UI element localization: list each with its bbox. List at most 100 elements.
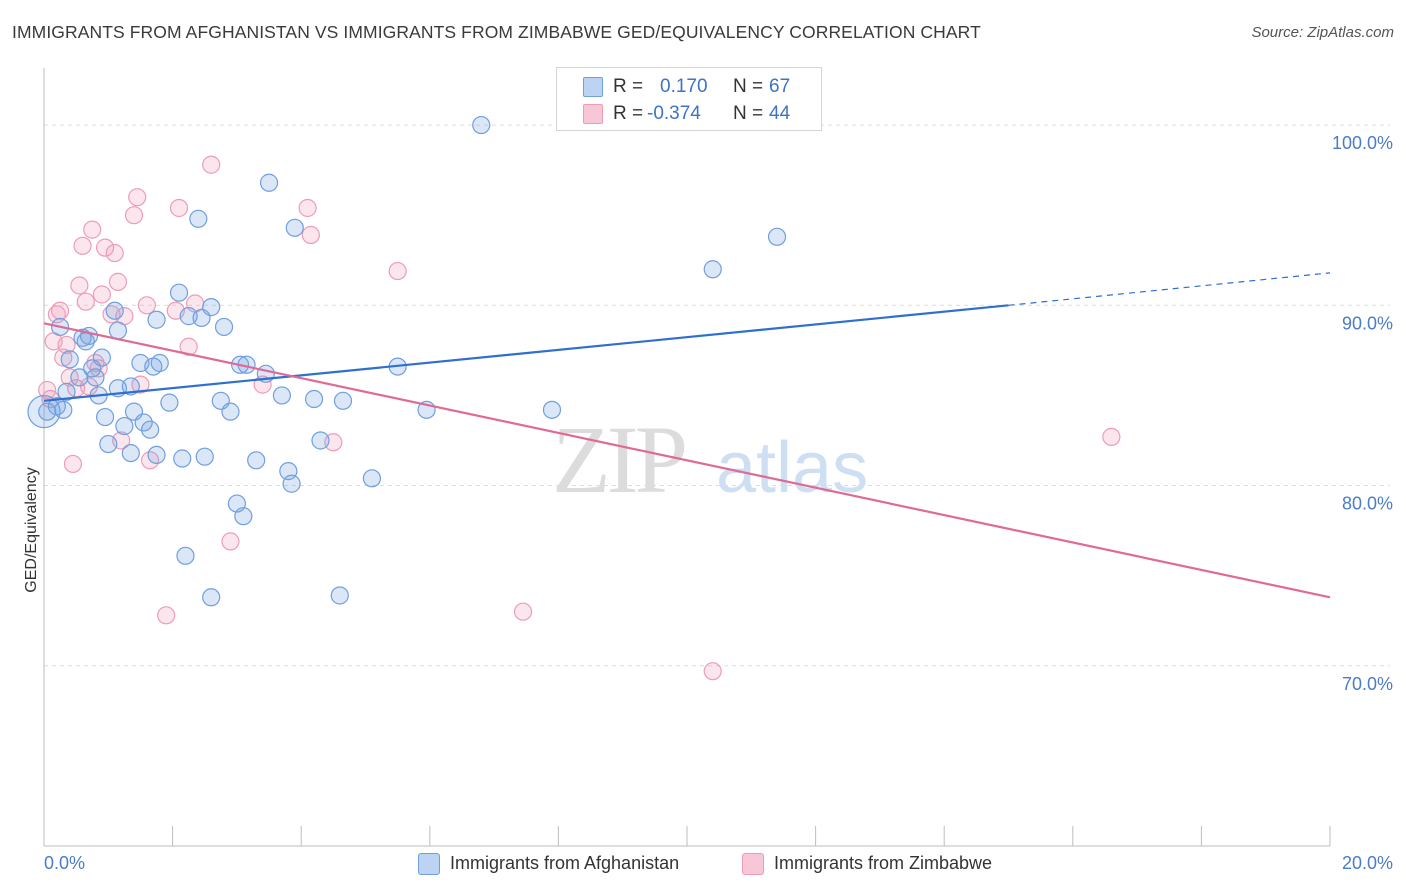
data-point-afghanistan <box>311 431 330 450</box>
data-point-afghanistan <box>542 400 562 419</box>
data-point-afghanistan <box>176 546 195 565</box>
data-point-zimbabwe <box>108 272 128 291</box>
legend-r-value: -0.374 <box>647 103 701 124</box>
data-point-afghanistan <box>169 283 189 302</box>
data-point-afghanistan <box>202 588 221 607</box>
data-point-afghanistan <box>60 350 79 369</box>
data-point-afghanistan <box>221 402 240 421</box>
data-point-afghanistan <box>95 407 115 427</box>
data-point-zimbabwe <box>70 276 89 295</box>
legend-r-label: R = <box>613 76 644 97</box>
data-point-zimbabwe <box>83 220 102 239</box>
data-point-zimbabwe <box>124 206 144 225</box>
data-point-afghanistan <box>282 474 301 493</box>
data-point-zimbabwe <box>388 261 407 281</box>
y-axis-label: GED/Equivalency <box>23 467 40 592</box>
data-point-zimbabwe <box>95 238 115 257</box>
y-tick-label: 90.0% <box>1342 313 1393 333</box>
data-point-afghanistan <box>472 115 491 135</box>
data-point-afghanistan <box>272 386 292 405</box>
watermark-zip: ZIP <box>552 406 685 513</box>
legend-n-value: 44 <box>769 103 791 124</box>
series-afghanistan-points <box>27 115 787 607</box>
data-point-afghanistan <box>54 400 73 419</box>
legend-swatch-zimbabwe <box>583 104 603 124</box>
data-point-afghanistan <box>121 377 140 396</box>
data-point-afghanistan <box>92 348 111 367</box>
data-point-zimbabwe <box>137 296 156 315</box>
legend-r-label: R = <box>613 103 644 124</box>
data-point-afghanistan <box>57 382 76 401</box>
data-point-zimbabwe <box>105 243 124 263</box>
data-point-afghanistan <box>333 391 353 410</box>
data-point-zimbabwe <box>298 198 317 218</box>
y-tick-label: 80.0% <box>1342 494 1393 514</box>
data-point-zimbabwe <box>1102 427 1121 446</box>
data-point-zimbabwe <box>221 532 240 551</box>
legend-swatch-afghanistan <box>583 77 603 97</box>
data-point-zimbabwe <box>92 285 111 304</box>
y-tick-label: 100.0% <box>1332 133 1393 153</box>
source-label: Source: ZipAtlas.com <box>1251 24 1394 41</box>
chart-title: IMMIGRANTS FROM AFGHANISTAN VS IMMIGRANT… <box>12 22 981 42</box>
data-point-afghanistan <box>79 326 99 346</box>
stats-legend: R = 0.170 N = 67 R = -0.374 N = 44 <box>556 67 822 131</box>
watermark-atlas: atlas <box>716 428 868 508</box>
x-tick-label: 0.0% <box>44 853 85 873</box>
data-point-afghanistan <box>160 393 179 412</box>
data-point-afghanistan <box>27 395 61 429</box>
data-point-zimbabwe <box>513 602 533 621</box>
data-point-afghanistan <box>259 173 279 192</box>
data-point-zimbabwe <box>76 292 95 311</box>
data-point-afghanistan <box>202 298 221 317</box>
data-point-afghanistan <box>140 420 160 439</box>
data-point-afghanistan <box>214 317 234 337</box>
data-point-afghanistan <box>285 218 304 237</box>
gridlines <box>44 124 1390 667</box>
data-point-afghanistan <box>703 260 722 279</box>
x-tick-label: 20.0% <box>1342 853 1393 873</box>
trend-line-afghanistan <box>43 304 1009 402</box>
data-point-zimbabwe <box>60 368 79 387</box>
legend-row-zimbabwe: R = -0.374 N = 44 <box>557 101 821 127</box>
bottom-legend-swatch-zimbabwe <box>742 853 764 875</box>
tick-labels: 100.0% 90.0% 80.0% 70.0% 0.0% 20.0% <box>44 133 1393 873</box>
bottom-legend-swatch-afghanistan <box>418 853 440 875</box>
data-point-afghanistan <box>121 443 140 463</box>
data-point-afghanistan <box>767 227 787 246</box>
y-tick-label: 70.0% <box>1342 674 1393 694</box>
data-point-afghanistan <box>70 368 89 387</box>
bottom-legend-label: Immigrants from Zimbabwe <box>774 853 993 873</box>
legend-n-value: 67 <box>769 76 791 97</box>
data-point-zimbabwe <box>301 225 320 245</box>
legend-n-label: N = <box>733 103 764 124</box>
data-point-zimbabwe <box>57 335 76 355</box>
data-point-afghanistan <box>195 447 214 466</box>
data-point-zimbabwe <box>63 454 83 474</box>
data-point-afghanistan <box>134 413 153 432</box>
data-point-afghanistan <box>86 368 105 387</box>
data-point-afghanistan <box>330 586 349 605</box>
data-point-zimbabwe <box>202 155 221 174</box>
data-point-zimbabwe <box>73 236 92 255</box>
watermark: ZIP atlas <box>552 406 868 513</box>
data-point-afghanistan <box>99 434 118 454</box>
data-point-afghanistan <box>105 301 124 320</box>
data-point-afghanistan <box>304 389 324 409</box>
data-point-afghanistan <box>150 353 169 373</box>
trend-lines <box>43 272 1331 599</box>
legend-n-label: N = <box>733 76 764 97</box>
legend-r-value: 0.170 <box>660 76 708 97</box>
data-point-afghanistan <box>247 451 266 470</box>
data-point-afghanistan <box>38 402 57 421</box>
data-point-zimbabwe <box>169 198 189 218</box>
data-point-afghanistan <box>108 321 128 340</box>
data-point-zimbabwe <box>50 301 70 320</box>
bottom-legend-label: Immigrants from Afghanistan <box>450 853 680 873</box>
trend-line-zimbabwe <box>43 322 1331 599</box>
data-point-afghanistan <box>147 310 166 329</box>
data-point-afghanistan <box>189 209 208 228</box>
axes <box>43 68 1331 847</box>
legend-row-afghanistan: R = 0.170 N = 67 <box>557 74 821 100</box>
